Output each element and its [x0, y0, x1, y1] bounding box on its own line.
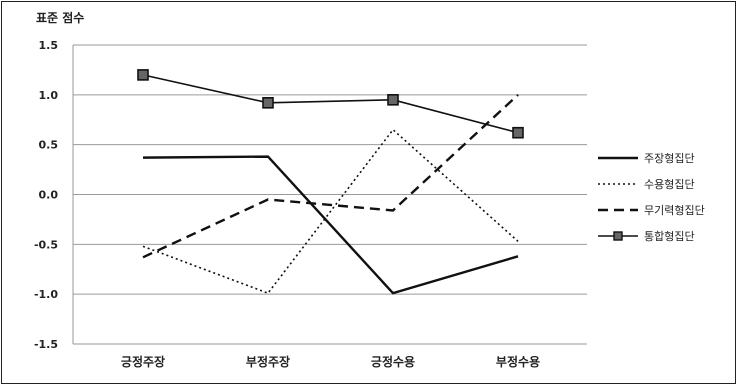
data-point-marker: [512, 126, 524, 139]
x-category-label: 긍정주장: [121, 354, 165, 369]
series-line-1: [142, 128, 519, 295]
data-point-marker: [137, 69, 149, 81]
data-point-marker: [387, 94, 399, 106]
legend-label: 통합형집단: [644, 230, 695, 243]
y-tick-label: 1.5: [39, 39, 59, 52]
y-axis-ticks: 1.5 1.0 0.5 0.0 -0.5 -1.0 -1.5: [34, 39, 58, 351]
x-category-label: 긍정수용: [371, 354, 415, 369]
data-point-marker: [262, 97, 274, 109]
legend-label: 무기력형집단: [644, 204, 705, 217]
y-tick-label: 0.5: [39, 139, 59, 152]
y-tick-label: -1.0: [34, 288, 58, 301]
series-line-2: [142, 93, 519, 259]
legend-label: 수용형집단: [644, 178, 695, 191]
series-lines: [137, 69, 524, 295]
x-category-label: 부정주장: [246, 354, 290, 369]
x-axis-categories: 긍정주장 부정주장 긍정수용 부정수용: [121, 354, 540, 369]
y-tick-label: 0.0: [39, 189, 59, 202]
y-axis-title: 표준 점수: [36, 10, 84, 25]
series-line-3: [142, 74, 519, 134]
y-tick-label: -0.5: [34, 238, 58, 251]
x-category-label: 부정수용: [496, 354, 540, 369]
y-tick-label: -1.5: [34, 338, 58, 351]
gridlines: [72, 44, 587, 345]
legend-marker: [613, 231, 623, 241]
legend-label: 주장형집단: [644, 152, 695, 165]
y-tick-label: 1.0: [39, 89, 59, 102]
series-line-0: [142, 155, 519, 295]
